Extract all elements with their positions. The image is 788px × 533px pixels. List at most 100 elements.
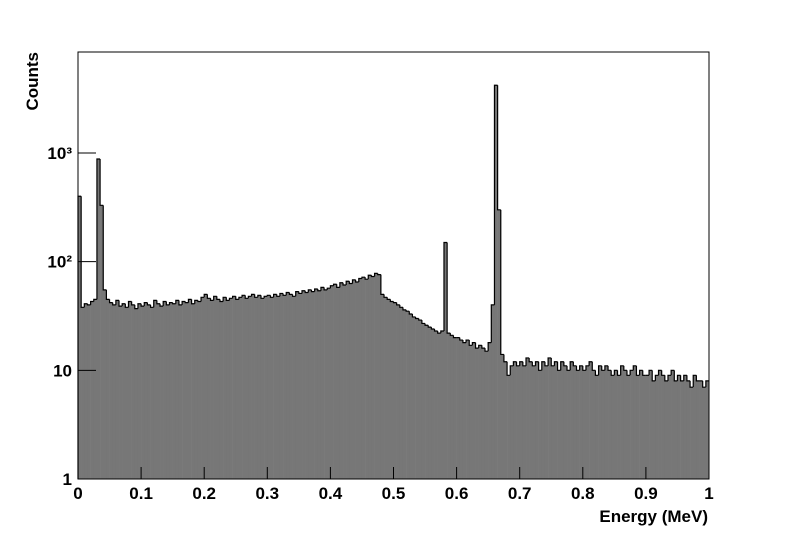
bar-edge [651, 370, 656, 382]
bar-edge [531, 361, 536, 367]
bar-edge [560, 361, 564, 371]
bar [100, 205, 104, 480]
bar-edge [616, 370, 621, 376]
bar [664, 380, 669, 479]
bar-edge [254, 294, 258, 298]
bar [690, 387, 694, 479]
bar [371, 276, 375, 479]
bar-edge [105, 289, 110, 300]
bar [128, 301, 132, 479]
bar-edge [213, 295, 217, 301]
y-tick-label: 10³ [47, 144, 72, 163]
bar [535, 361, 539, 479]
bar [526, 357, 530, 479]
bar [503, 361, 508, 479]
bar-edge [149, 304, 154, 308]
bar [453, 337, 457, 479]
bar [402, 309, 407, 479]
bar [182, 301, 186, 479]
bar [197, 301, 202, 479]
bar-edge [588, 361, 593, 366]
bar [541, 361, 546, 479]
bar [267, 295, 271, 479]
bar [349, 283, 353, 479]
bar-edge [411, 313, 416, 318]
bar-edge [301, 290, 306, 294]
bar [229, 298, 233, 479]
bar [314, 289, 319, 479]
bar-edge [99, 159, 104, 206]
bar [150, 307, 155, 479]
bar-edge [471, 341, 476, 346]
bar-edge [509, 365, 514, 376]
bar [412, 316, 416, 479]
bar [510, 365, 514, 479]
bar-edge [481, 345, 485, 349]
bar-edge [348, 281, 353, 285]
bar-edge [462, 340, 467, 344]
bar [317, 290, 322, 479]
bar-edge [320, 286, 325, 291]
bar [355, 281, 360, 479]
bar-edge [626, 370, 631, 376]
bar-edge [620, 365, 624, 376]
bar-edge [556, 361, 561, 371]
bar [699, 380, 703, 479]
bar [491, 304, 495, 479]
bar [365, 279, 369, 479]
bar-edge [500, 209, 504, 356]
bar [169, 302, 173, 479]
bar-edge [553, 361, 558, 366]
x-tick-label: 1 [704, 484, 713, 503]
bar-edge [493, 84, 498, 305]
bar [147, 304, 151, 479]
bar-edge [421, 320, 426, 325]
bar [106, 299, 110, 479]
bar-edge [572, 361, 577, 367]
bar [210, 300, 214, 479]
bar-edge [273, 293, 277, 298]
bar-edge [115, 299, 120, 305]
bar [620, 365, 625, 479]
bar-edge [263, 295, 268, 299]
bar [346, 281, 350, 479]
bar-edge [402, 307, 407, 311]
bar [655, 375, 659, 479]
bar [396, 304, 401, 479]
bar [705, 380, 710, 479]
bar [172, 303, 177, 479]
bar-edge [102, 205, 107, 291]
bar-edge [399, 304, 403, 308]
bar [544, 365, 549, 479]
bar [216, 299, 221, 479]
bar [81, 307, 85, 479]
bar-edge [225, 297, 230, 302]
bar-edge [131, 301, 135, 306]
bar [576, 370, 580, 479]
bar [585, 365, 590, 479]
bar-edge [307, 289, 312, 293]
bar [156, 303, 161, 479]
bar [639, 370, 644, 479]
bar-edge [544, 361, 549, 367]
bar-edge [238, 296, 243, 300]
x-tick-label: 0.4 [319, 484, 343, 503]
bar-edge [591, 361, 596, 371]
bar-edge [134, 304, 138, 310]
bar-edge [424, 323, 429, 326]
bar [589, 361, 593, 479]
bar-edge [140, 303, 145, 307]
bar-edge [418, 318, 422, 321]
bar [339, 282, 344, 479]
bar [286, 292, 290, 479]
bar-edge [345, 280, 350, 285]
bar-edge [667, 374, 672, 381]
bar [320, 287, 325, 479]
bar-edge [137, 303, 142, 309]
bar [409, 313, 413, 479]
bar [667, 375, 672, 479]
bar [538, 370, 543, 479]
x-tick-label: 0.5 [382, 484, 406, 503]
bar [570, 361, 574, 479]
